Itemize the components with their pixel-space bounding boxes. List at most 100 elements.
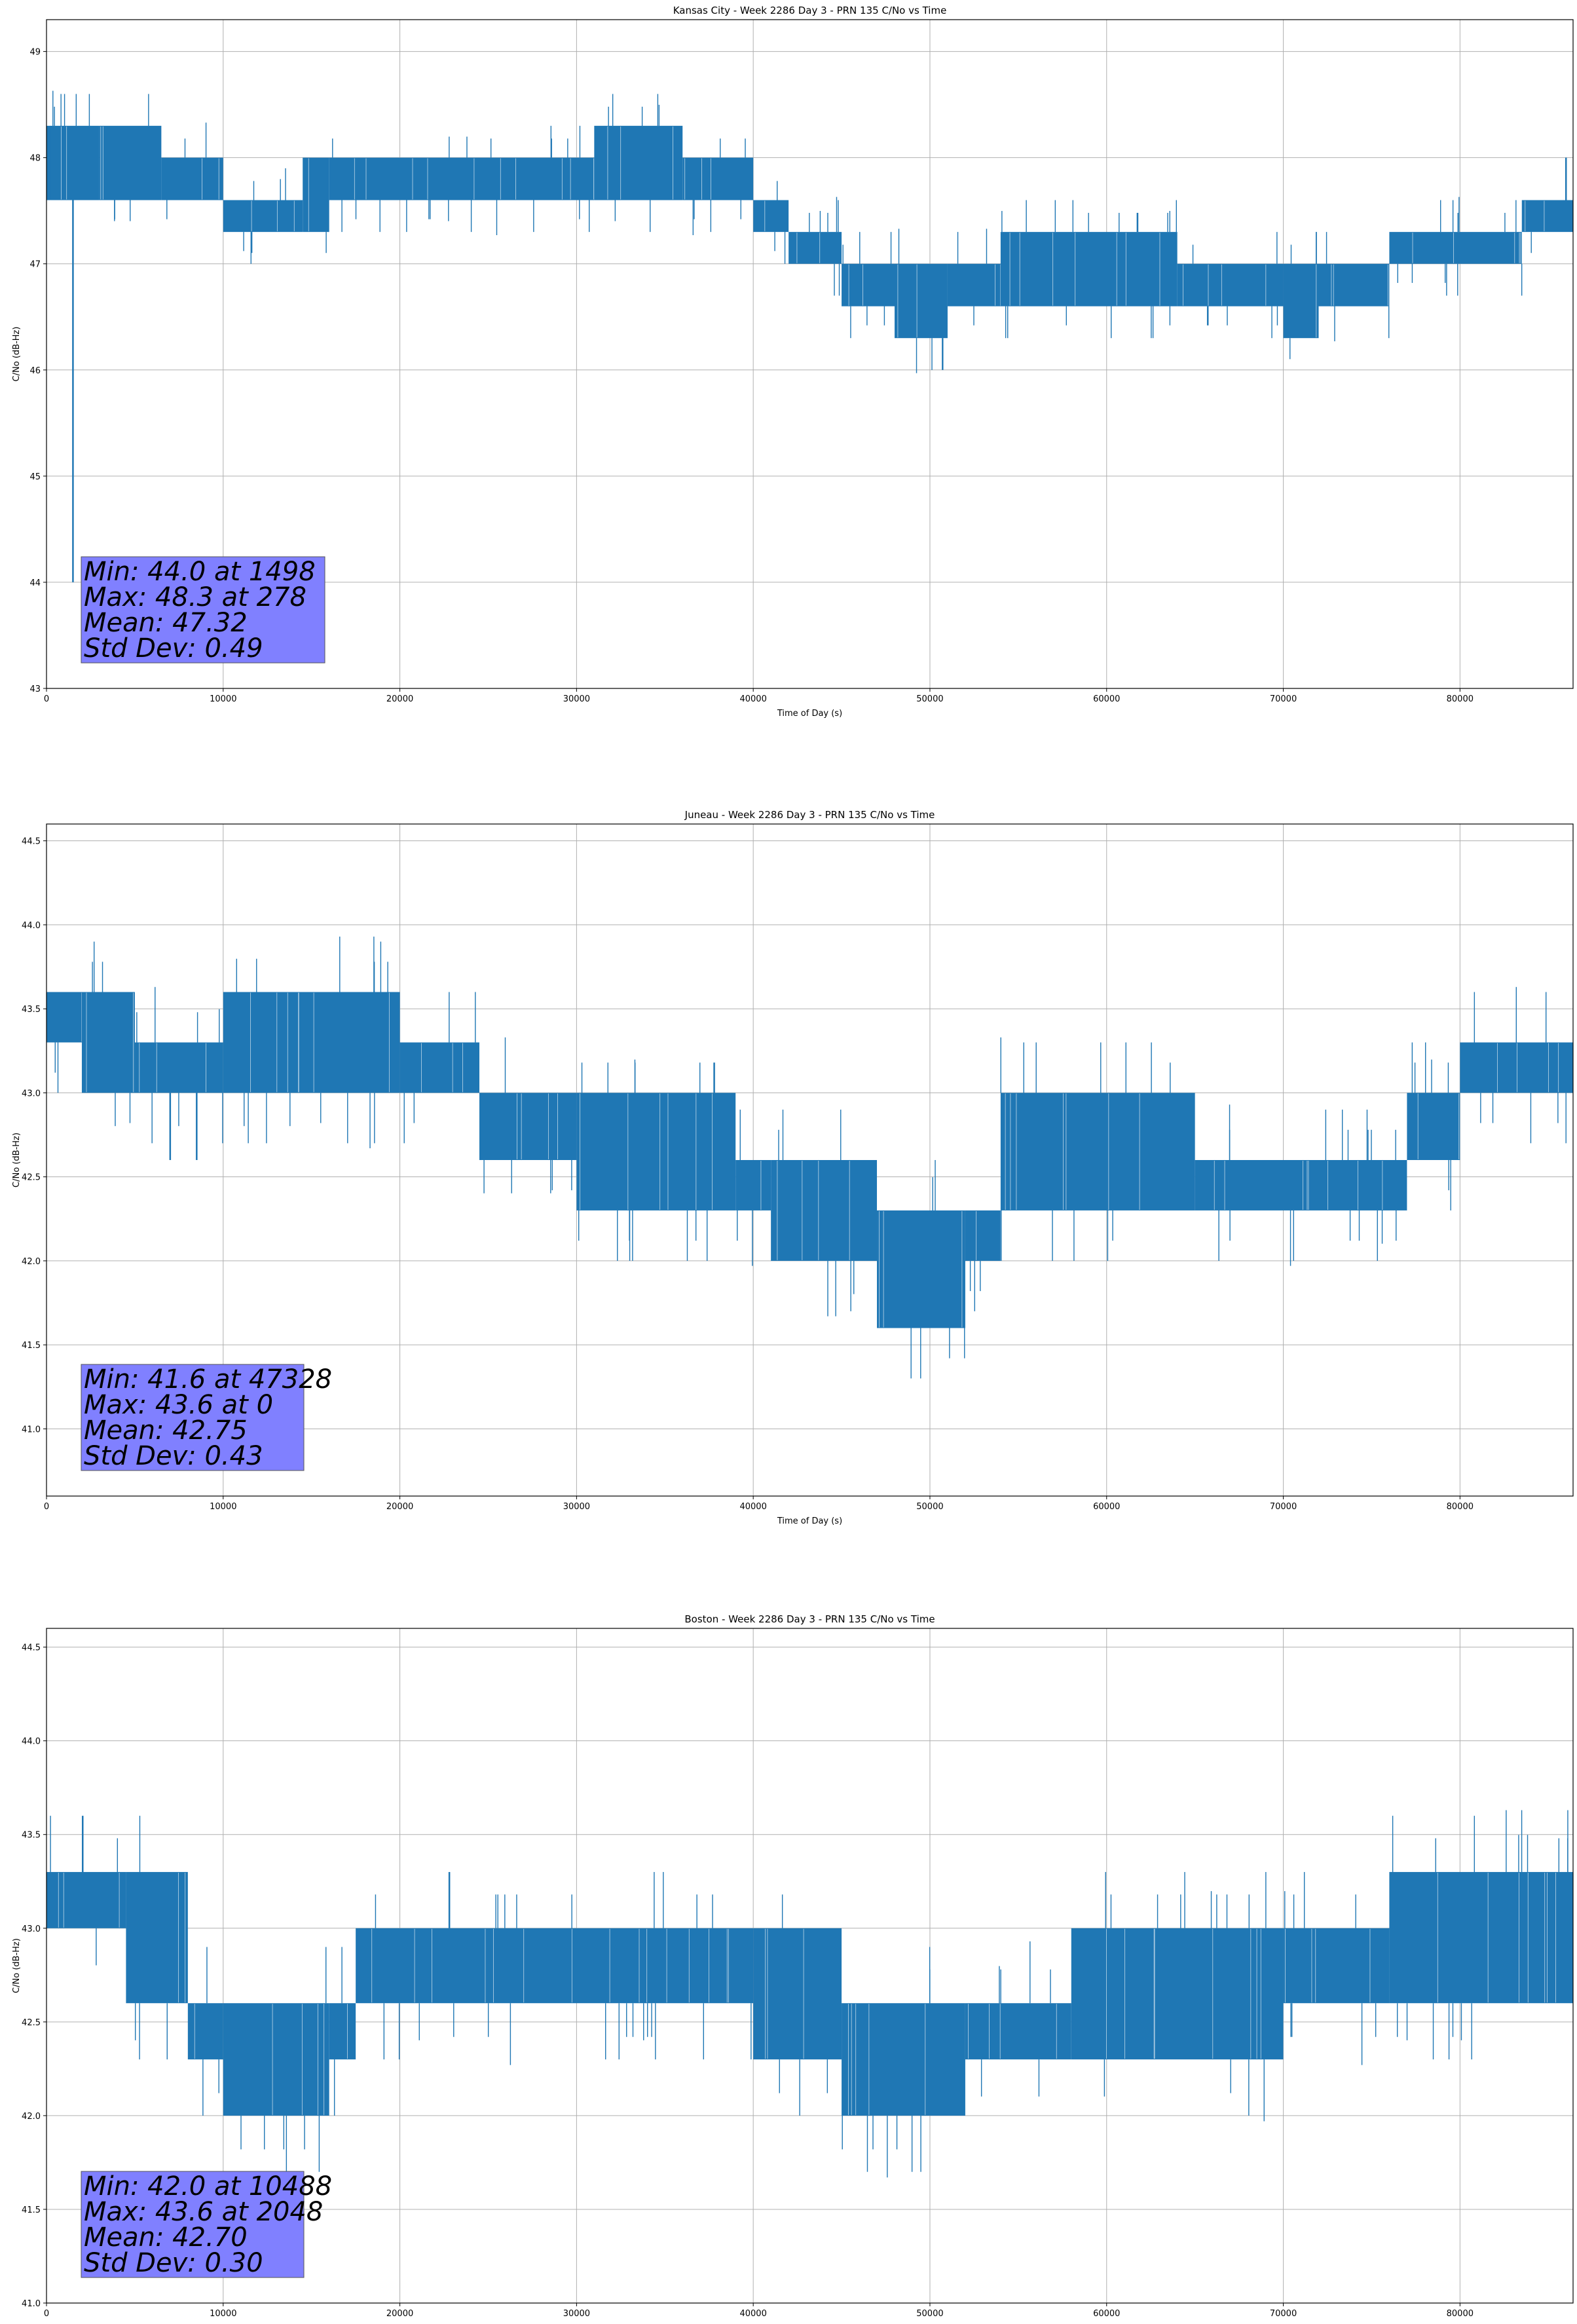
y-tick-label: 41.5 xyxy=(22,2205,41,2215)
series-line xyxy=(46,936,1573,1379)
series-band xyxy=(947,263,1001,307)
series-band xyxy=(842,263,895,307)
series-band xyxy=(594,126,683,200)
series-band xyxy=(303,157,329,233)
x-tick-label: 10000 xyxy=(210,694,236,704)
series-band xyxy=(1000,232,1178,307)
x-tick-label: 10000 xyxy=(210,2309,236,2319)
x-tick-label: 0 xyxy=(44,694,49,704)
x-tick-label: 30000 xyxy=(563,2309,590,2319)
series-band xyxy=(965,1210,1001,1261)
series-band xyxy=(46,992,82,1043)
series-band xyxy=(479,1093,577,1160)
series-band xyxy=(1000,1093,1195,1210)
y-axis-label: C/No (dB-Hz) xyxy=(12,327,22,382)
x-tick-label: 40000 xyxy=(739,694,766,704)
y-tick-label: 43.0 xyxy=(22,1924,41,1934)
series-band xyxy=(965,2003,1071,2060)
series-band xyxy=(753,1928,842,2060)
y-tick-label: 49 xyxy=(29,48,41,58)
x-tick-label: 50000 xyxy=(916,2309,943,2319)
y-tick-label: 44.0 xyxy=(22,921,41,931)
series-band xyxy=(126,1871,188,2004)
y-tick-label: 44 xyxy=(29,578,41,588)
subplot-1: Kansas City - Week 2286 Day 3 - PRN 135 … xyxy=(12,5,1574,719)
stats-line: Std Dev: 0.49 xyxy=(84,633,263,664)
x-tick-label: 60000 xyxy=(1093,2309,1120,2319)
subplot-2: Juneau - Week 2286 Day 3 - PRN 135 C/No … xyxy=(12,809,1574,1526)
stats-line: Mean: 42.70 xyxy=(84,2222,248,2253)
stats-box xyxy=(81,2171,305,2278)
series-band xyxy=(753,200,789,233)
y-axis-label: C/No (dB-Hz) xyxy=(12,1133,22,1188)
x-tick-label: 30000 xyxy=(563,694,590,704)
y-tick-label: 44.5 xyxy=(22,837,41,847)
stats-line: Max: 43.6 at 2048 xyxy=(84,2197,323,2227)
x-tick-label: 80000 xyxy=(1447,694,1474,704)
series-band xyxy=(223,992,400,1093)
x-tick-label: 50000 xyxy=(916,694,943,704)
y-tick-label: 42.5 xyxy=(22,1173,41,1183)
y-tick-label: 41.0 xyxy=(22,2299,41,2309)
axes-frame xyxy=(46,823,1574,1497)
stats-line: Std Dev: 0.30 xyxy=(84,2248,263,2278)
subplot-3: Boston - Week 2286 Day 3 - PRN 135 C/No … xyxy=(12,1613,1574,2324)
series-band xyxy=(1283,263,1319,339)
stats-line: Min: 44.0 at 1498 xyxy=(84,557,316,587)
series-band xyxy=(735,1160,771,1210)
y-tick-label: 42.0 xyxy=(22,1257,41,1267)
series-band xyxy=(1460,1042,1573,1093)
stats-line: Max: 48.3 at 278 xyxy=(84,582,306,612)
x-tick-label: 40000 xyxy=(739,1502,766,1512)
series-band xyxy=(134,1042,223,1093)
x-tick-label: 30000 xyxy=(563,1502,590,1512)
y-tick-label: 46 xyxy=(29,366,41,376)
y-tick-label: 42.0 xyxy=(22,2112,41,2122)
series-band xyxy=(877,1210,965,1328)
y-tick-label: 43.0 xyxy=(22,1089,41,1098)
stats-line: Std Dev: 0.43 xyxy=(84,1441,263,1471)
x-tick-label: 20000 xyxy=(386,2309,413,2319)
x-tick-label: 60000 xyxy=(1093,1502,1120,1512)
series-band xyxy=(1407,1093,1460,1160)
x-tick-label: 20000 xyxy=(386,694,413,704)
series-band xyxy=(329,157,595,200)
x-tick-label: 80000 xyxy=(1447,2309,1474,2319)
stats-line: Min: 42.0 at 10488 xyxy=(84,2171,332,2202)
y-tick-label: 41.5 xyxy=(22,1341,41,1351)
y-tick-label: 43 xyxy=(29,684,41,694)
y-axis-label: C/No (dB-Hz) xyxy=(12,1938,22,1993)
series-band xyxy=(1195,1160,1407,1210)
x-tick-label: 70000 xyxy=(1270,694,1297,704)
series-band xyxy=(576,1093,736,1210)
x-axis-label: Time of Day (s) xyxy=(777,709,842,719)
series-line xyxy=(46,90,1573,582)
series-band xyxy=(99,126,162,200)
x-tick-label: 70000 xyxy=(1270,2309,1297,2319)
series-band xyxy=(161,157,223,200)
x-tick-label: 80000 xyxy=(1447,1502,1474,1512)
x-tick-label: 70000 xyxy=(1270,1502,1297,1512)
series-band xyxy=(81,992,135,1093)
x-tick-label: 60000 xyxy=(1093,694,1120,704)
y-tick-label: 43.5 xyxy=(22,1831,41,1841)
series-band xyxy=(682,157,754,200)
chart-title: Juneau - Week 2286 Day 3 - PRN 135 C/No … xyxy=(684,809,935,821)
series-band xyxy=(771,1160,878,1261)
series-band xyxy=(223,200,303,233)
series-band xyxy=(329,2003,356,2060)
x-tick-label: 0 xyxy=(44,1502,49,1512)
series-line xyxy=(46,1810,1573,2178)
x-tick-label: 10000 xyxy=(210,1502,236,1512)
y-tick-label: 44.0 xyxy=(22,1737,41,1747)
series-band xyxy=(1177,263,1284,307)
axes-frame xyxy=(46,19,1574,689)
series-band xyxy=(46,1871,126,1928)
y-tick-label: 45 xyxy=(29,472,41,482)
chart-title: Boston - Week 2286 Day 3 - PRN 135 C/No … xyxy=(684,1613,935,1625)
y-tick-label: 48 xyxy=(29,154,41,164)
axes-frame xyxy=(46,1628,1574,2304)
x-tick-label: 50000 xyxy=(916,1502,943,1512)
series-band xyxy=(223,2003,329,2116)
